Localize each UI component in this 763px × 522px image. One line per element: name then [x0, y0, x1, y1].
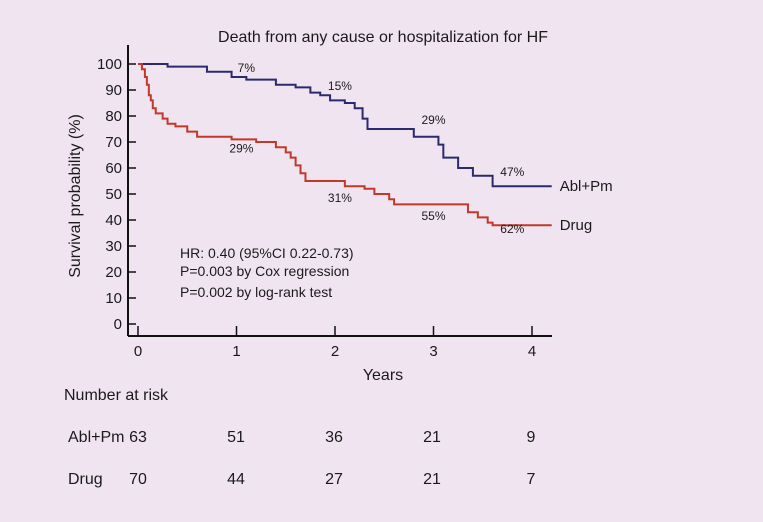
risk-value: 27 — [325, 471, 343, 488]
y-tick-label: 0 — [114, 316, 122, 333]
x-tick-label: 0 — [134, 343, 142, 360]
risk-label-drug: Drug — [68, 471, 103, 488]
x-tick-label: 1 — [232, 343, 240, 360]
percent-annotation: 62% — [500, 222, 524, 236]
y-tick-label: 50 — [105, 186, 122, 203]
percent-annotation: 31% — [328, 191, 352, 205]
risk-table: Number at risk Abl+Pm Drug 63 51 36 21 9 70 44… — [64, 387, 536, 488]
stats-block: HR: 0.40 (95%CI 0.22-0.73) P=0.003 by Co… — [180, 245, 354, 300]
y-axis-label: Survival probability (%) — [67, 114, 84, 278]
percent-annotation: 47% — [500, 165, 524, 179]
percent-annotation: 15% — [328, 79, 352, 93]
percent-annotation: 29% — [229, 141, 253, 155]
y-tick-label: 90 — [105, 82, 122, 99]
annotations-layer: 7% 15% 29% 47% 29% 31% 55% 62% — [229, 61, 524, 236]
axes: 0 10 20 30 40 50 60 70 80 90 100 0 1 2 3 4 — [97, 45, 552, 360]
y-tick-label: 40 — [105, 212, 122, 229]
risk-values: 63 51 36 21 9 70 44 27 21 7 — [129, 429, 535, 488]
y-tick-label: 30 — [105, 238, 122, 255]
risk-value: 7 — [527, 471, 536, 488]
series-line-drug — [138, 63, 552, 227]
percent-annotation: 29% — [421, 113, 445, 127]
y-tick-label: 10 — [105, 290, 122, 307]
risk-value: 70 — [129, 471, 147, 488]
x-axis-label: Years — [363, 367, 403, 384]
series-line-abl-pm — [138, 63, 552, 188]
y-tick-label: 60 — [105, 160, 122, 177]
series-layer: Abl+Pm Drug — [138, 63, 613, 234]
risk-value: 63 — [129, 429, 147, 446]
risk-value: 21 — [423, 471, 441, 488]
y-tick-label: 80 — [105, 108, 122, 125]
risk-table-title: Number at risk — [64, 387, 169, 404]
y-tick-label: 100 — [97, 56, 122, 73]
risk-value: 9 — [527, 429, 536, 446]
percent-annotation: 55% — [421, 209, 445, 223]
stats-hr: HR: 0.40 (95%CI 0.22-0.73) — [180, 245, 354, 261]
stats-logrank: P=0.002 by log-rank test — [180, 284, 332, 300]
series-label-abl-pm: Abl+Pm — [560, 178, 613, 195]
risk-value: 44 — [227, 471, 245, 488]
risk-value: 51 — [227, 429, 245, 446]
risk-value: 21 — [423, 429, 441, 446]
x-tick-label: 3 — [429, 343, 437, 360]
x-tick-label: 2 — [331, 343, 339, 360]
risk-label-abl: Abl+Pm — [68, 429, 124, 446]
x-tick-label: 4 — [528, 343, 536, 360]
series-label-drug: Drug — [560, 217, 593, 234]
y-tick-label: 20 — [105, 264, 122, 281]
stats-cox: P=0.003 by Cox regression — [180, 263, 349, 279]
risk-value: 36 — [325, 429, 343, 446]
chart-title: Death from any cause or hospitalization … — [218, 29, 548, 46]
y-tick-label: 70 — [105, 134, 122, 151]
percent-annotation: 7% — [238, 61, 256, 75]
